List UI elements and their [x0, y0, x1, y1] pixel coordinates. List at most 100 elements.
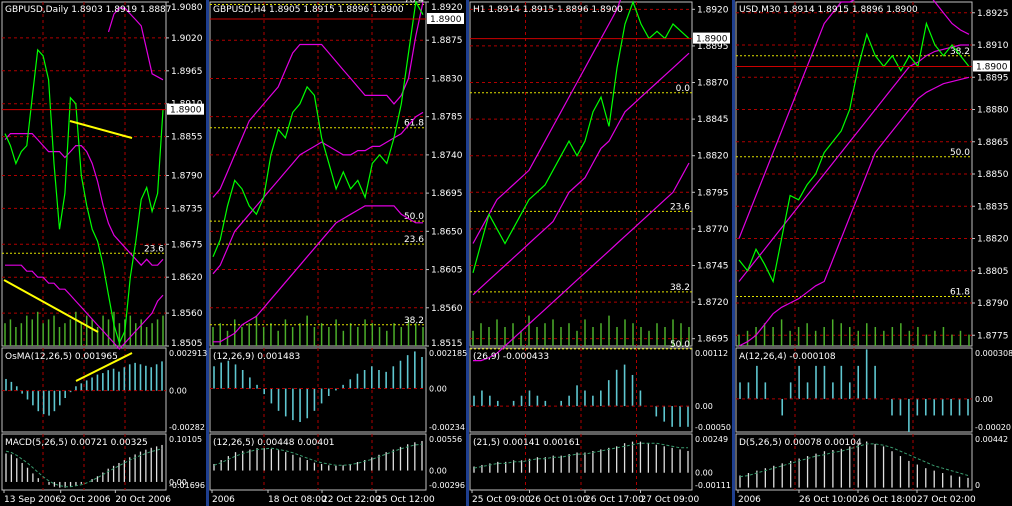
price-line [212, 0, 424, 258]
macd-label: D(5,26,5) 0.00078 0.00104 [739, 438, 862, 448]
current-price-label: 1.8900 [696, 35, 728, 45]
osma-tick-label: 0.00 [429, 385, 447, 394]
osma-tick-label: 0.002185 [429, 349, 467, 358]
fibo-level-label: 0.0 [676, 84, 691, 94]
price-tick-label: 1.8805 [977, 267, 1009, 277]
price-tick-label: 1.8835 [977, 202, 1009, 212]
price-tick-label: 1.8790 [171, 171, 203, 181]
osma-tick-label: -0.00234 [429, 423, 465, 432]
current-price-box [427, 12, 464, 24]
fibo-level-label: 61.8 [950, 288, 970, 298]
osma-label: (12,26,9) 0.001483 [213, 352, 300, 362]
osma-tick-label: 0.00 [695, 402, 713, 411]
time-tick-label: 26 Oct 01:00 [530, 495, 589, 505]
price-tick-label: 1.8895 [977, 73, 1009, 83]
osma-label: A(12,26,4) -0.000108 [739, 352, 836, 362]
lower-band-line [473, 162, 690, 362]
price-tick-label: 1.8560 [431, 304, 463, 314]
macd-tick-label: -0.00296 [429, 481, 465, 490]
fibo-level-label: 23.6 [144, 244, 164, 254]
price-line [472, 0, 690, 273]
current-price-label: 1.8900 [170, 106, 202, 116]
upper-band-line [212, 1, 424, 198]
time-tick-label: 25 Oct 09:00 [472, 495, 531, 505]
macd-signal-line [213, 443, 423, 466]
price-frame [1, 1, 167, 347]
middle-band-line [738, 44, 969, 282]
time-tick-label: 26 Oct 10:00 [799, 495, 858, 505]
macd-tick-label: 0.00249 [695, 435, 728, 444]
lower-band-line [738, 76, 970, 347]
price-tick-label: 1.8920 [431, 3, 463, 13]
price-tick-label: 1.8770 [697, 225, 729, 235]
price-tick-label: 1.9020 [171, 34, 203, 44]
macd-tick-label: 0 [975, 481, 980, 490]
price-tick-label: 1.8560 [171, 309, 203, 319]
price-tick-label: 1.8870 [697, 79, 729, 89]
price-tick-label: 1.8855 [171, 133, 203, 143]
price-tick-label: 1.8845 [697, 115, 729, 125]
chart-panel-1: 1.90801.90201.89651.89101.88551.87901.87… [1, 1, 207, 505]
osma-label: OsMA(12,26,5) 0.001965 [5, 352, 118, 362]
price-tick-label: 1.8505 [171, 339, 203, 349]
price-tick-label: 1.8785 [431, 113, 463, 123]
lower-band-line [213, 205, 423, 343]
macd-label: (21,5) 0.00141 0.00161 [473, 438, 580, 448]
upper-band-line [738, 0, 970, 239]
price-frame [469, 1, 693, 347]
time-tick-label: 2 Oct 2006 [61, 495, 111, 505]
time-tick-label: 2006 [738, 495, 761, 505]
price-tick-label: 1.8735 [171, 204, 203, 214]
macd-label: (12,26,5) 0.00448 0.00401 [213, 438, 335, 448]
chart-header-label: USD,M30 1.8914 1.8915 1.8896 1.8900 [739, 5, 918, 15]
price-tick-label: 1.8850 [977, 170, 1009, 180]
fibo-level-label: 50.0 [670, 340, 690, 350]
osma-label: (26,9) -0.000433 [473, 352, 549, 362]
time-tick-label: 25 Oct 12:00 [376, 495, 435, 505]
time-tick-label: 20 Oct 2006 [115, 495, 171, 505]
price-frame [209, 1, 427, 347]
middle-band-line [212, 111, 424, 275]
macd-tick-label: 0.00 [169, 478, 187, 487]
macd-tick-label: 0.00 [429, 467, 447, 476]
middle-band-line [472, 52, 690, 296]
price-tick-label: 1.8650 [431, 227, 463, 237]
price-tick-label: 1.8910 [977, 41, 1009, 51]
macd-tick-label: 0.00 [695, 469, 713, 478]
chart-header-label: GBPUSD,Daily 1.8903 1.8919 1.8887 [5, 5, 172, 15]
price-tick-label: 1.8620 [171, 273, 203, 283]
fibo-level-label: 61.8 [404, 119, 424, 129]
time-tick-label: 22 Oct 22:00 [322, 495, 381, 505]
fibo-level-label: 23.6 [670, 202, 690, 212]
macd-label: MACD(5,26,5) 0.00721 0.00325 [5, 438, 148, 448]
time-tick-label: 27 Oct 09:00 [641, 495, 700, 505]
time-tick-label: 18 Oct 08:00 [268, 495, 327, 505]
price-tick-label: 1.8965 [171, 67, 203, 77]
osma-tick-label: 0.002913 [169, 349, 207, 358]
price-tick-label: 1.8795 [697, 188, 729, 198]
time-tick-label: 2006 [212, 495, 235, 505]
upper-band-line [472, 0, 622, 244]
lower-band-line [5, 264, 164, 350]
price-tick-label: 1.8605 [431, 266, 463, 276]
price-tick-label: 1.8720 [697, 298, 729, 308]
price-tick-label: 1.8865 [977, 138, 1009, 148]
price-tick-label: 1.8675 [171, 240, 203, 250]
trendline-osma [75, 352, 133, 382]
osma-tick-label: 0.000308 [975, 349, 1012, 358]
osma-tick-label: -0.00282 [169, 423, 205, 432]
macd-signal-line [473, 442, 688, 469]
fibo-level-label: 38.2 [950, 47, 970, 57]
price-tick-label: 1.8515 [431, 339, 463, 349]
osma-tick-label: 0.00 [975, 395, 993, 404]
chart-header-label: GBPUSD,H4 1.8905 1.8915 1.8896 1.8900 [213, 5, 404, 15]
current-price-box [973, 60, 1010, 72]
price-tick-label: 1.8790 [977, 299, 1009, 309]
price-tick-label: 1.8775 [977, 331, 1009, 341]
osma-tick-label: 0.00112 [695, 349, 728, 358]
macd-tick-label: -0.00111 [695, 481, 731, 490]
fibo-level-label: 50.0 [950, 148, 970, 158]
price-tick-label: 1.9080 [171, 3, 203, 13]
current-price-label: 1.8900 [430, 15, 462, 25]
